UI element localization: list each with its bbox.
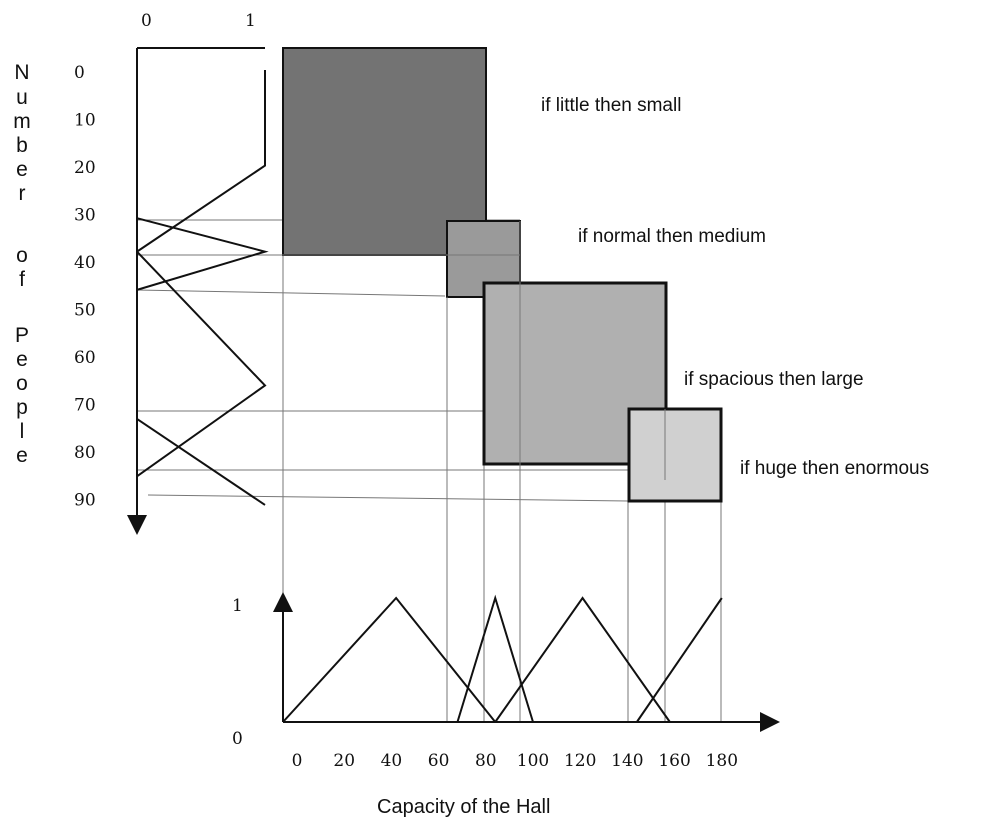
capacity-membership-functions bbox=[282, 594, 723, 723]
rule-label-large: if spacious then large bbox=[684, 369, 864, 390]
people-tick-label: 80 bbox=[74, 443, 96, 463]
capacity-tick-label: 160 bbox=[658, 751, 690, 771]
capacity-tick-label: 80 bbox=[475, 751, 497, 771]
people-axis-title-letter: P bbox=[15, 324, 29, 347]
capacity-tick-label: 140 bbox=[611, 751, 643, 771]
people-axis-title-letter: N bbox=[14, 61, 29, 84]
people-tick-label: 60 bbox=[74, 348, 96, 368]
people-mf-huge bbox=[136, 418, 266, 506]
membership-top-label-0: 0 bbox=[141, 11, 152, 31]
people-axis-title-letter: o bbox=[16, 372, 28, 395]
people-axis-title-letter: e bbox=[16, 348, 28, 371]
membership-side-label-1: 1 bbox=[232, 596, 243, 616]
people-tick-label: 10 bbox=[74, 111, 96, 131]
capacity-tick-label: 180 bbox=[706, 751, 738, 771]
membership-top-label-1: 1 bbox=[245, 11, 256, 31]
capacity-tick-label: 40 bbox=[381, 751, 403, 771]
people-mf-normal bbox=[136, 217, 269, 291]
people-axis-title-letter: l bbox=[20, 420, 25, 443]
people-axis-title-letter: m bbox=[13, 110, 31, 133]
rule-label-medium: if normal then medium bbox=[578, 226, 766, 247]
people-axis-title-letter: o bbox=[16, 244, 28, 267]
capacity-axis-title: Capacity of the Hall bbox=[377, 796, 550, 818]
people-tick-label: 50 bbox=[74, 301, 96, 321]
people-axis-title-letter: f bbox=[19, 268, 25, 291]
people-axis-title-letter: e bbox=[16, 158, 28, 181]
people-axis-title-letter: b bbox=[16, 134, 28, 157]
rule-label-small: if little then small bbox=[541, 95, 681, 116]
capacity-mf-small bbox=[282, 596, 497, 723]
people-tick-label: 0 bbox=[74, 63, 85, 83]
people-mf-spacious bbox=[136, 250, 267, 478]
capacity-tick-label: 20 bbox=[333, 751, 355, 771]
people-tick-label: 90 bbox=[74, 491, 96, 511]
rule-label-enormous: if huge then enormous bbox=[740, 458, 929, 479]
capacity-tick-label: 120 bbox=[564, 751, 596, 771]
people-axis-title-letter: p bbox=[16, 396, 28, 419]
rule-box-enormous bbox=[627, 407, 723, 503]
capacity-mf-enormous bbox=[636, 597, 723, 723]
capacity-tick-label: 100 bbox=[517, 751, 549, 771]
people-tick-labels: 0 10 20 30 40 50 60 70 80 90 bbox=[74, 63, 96, 511]
membership-side-label-0: 0 bbox=[232, 729, 243, 749]
people-axis-title-letter: u bbox=[16, 86, 28, 109]
people-tick-label: 70 bbox=[74, 396, 96, 416]
people-membership-functions bbox=[136, 70, 269, 506]
people-tick-label: 20 bbox=[74, 158, 96, 178]
people-tick-label: 40 bbox=[74, 253, 96, 273]
guide-lines bbox=[136, 219, 722, 722]
capacity-tick-labels: 0 20 40 60 80 100 120 140 160 180 bbox=[292, 751, 738, 771]
people-tick-label: 30 bbox=[74, 206, 96, 226]
capacity-tick-label: 60 bbox=[428, 751, 450, 771]
capacity-mf-medium bbox=[456, 594, 534, 723]
people-axis-title-letter: r bbox=[19, 182, 26, 205]
people-axis-title-letter: e bbox=[16, 444, 28, 467]
capacity-mf-large bbox=[494, 596, 671, 723]
people-mf-little bbox=[136, 70, 266, 253]
capacity-tick-label: 0 bbox=[292, 751, 303, 771]
